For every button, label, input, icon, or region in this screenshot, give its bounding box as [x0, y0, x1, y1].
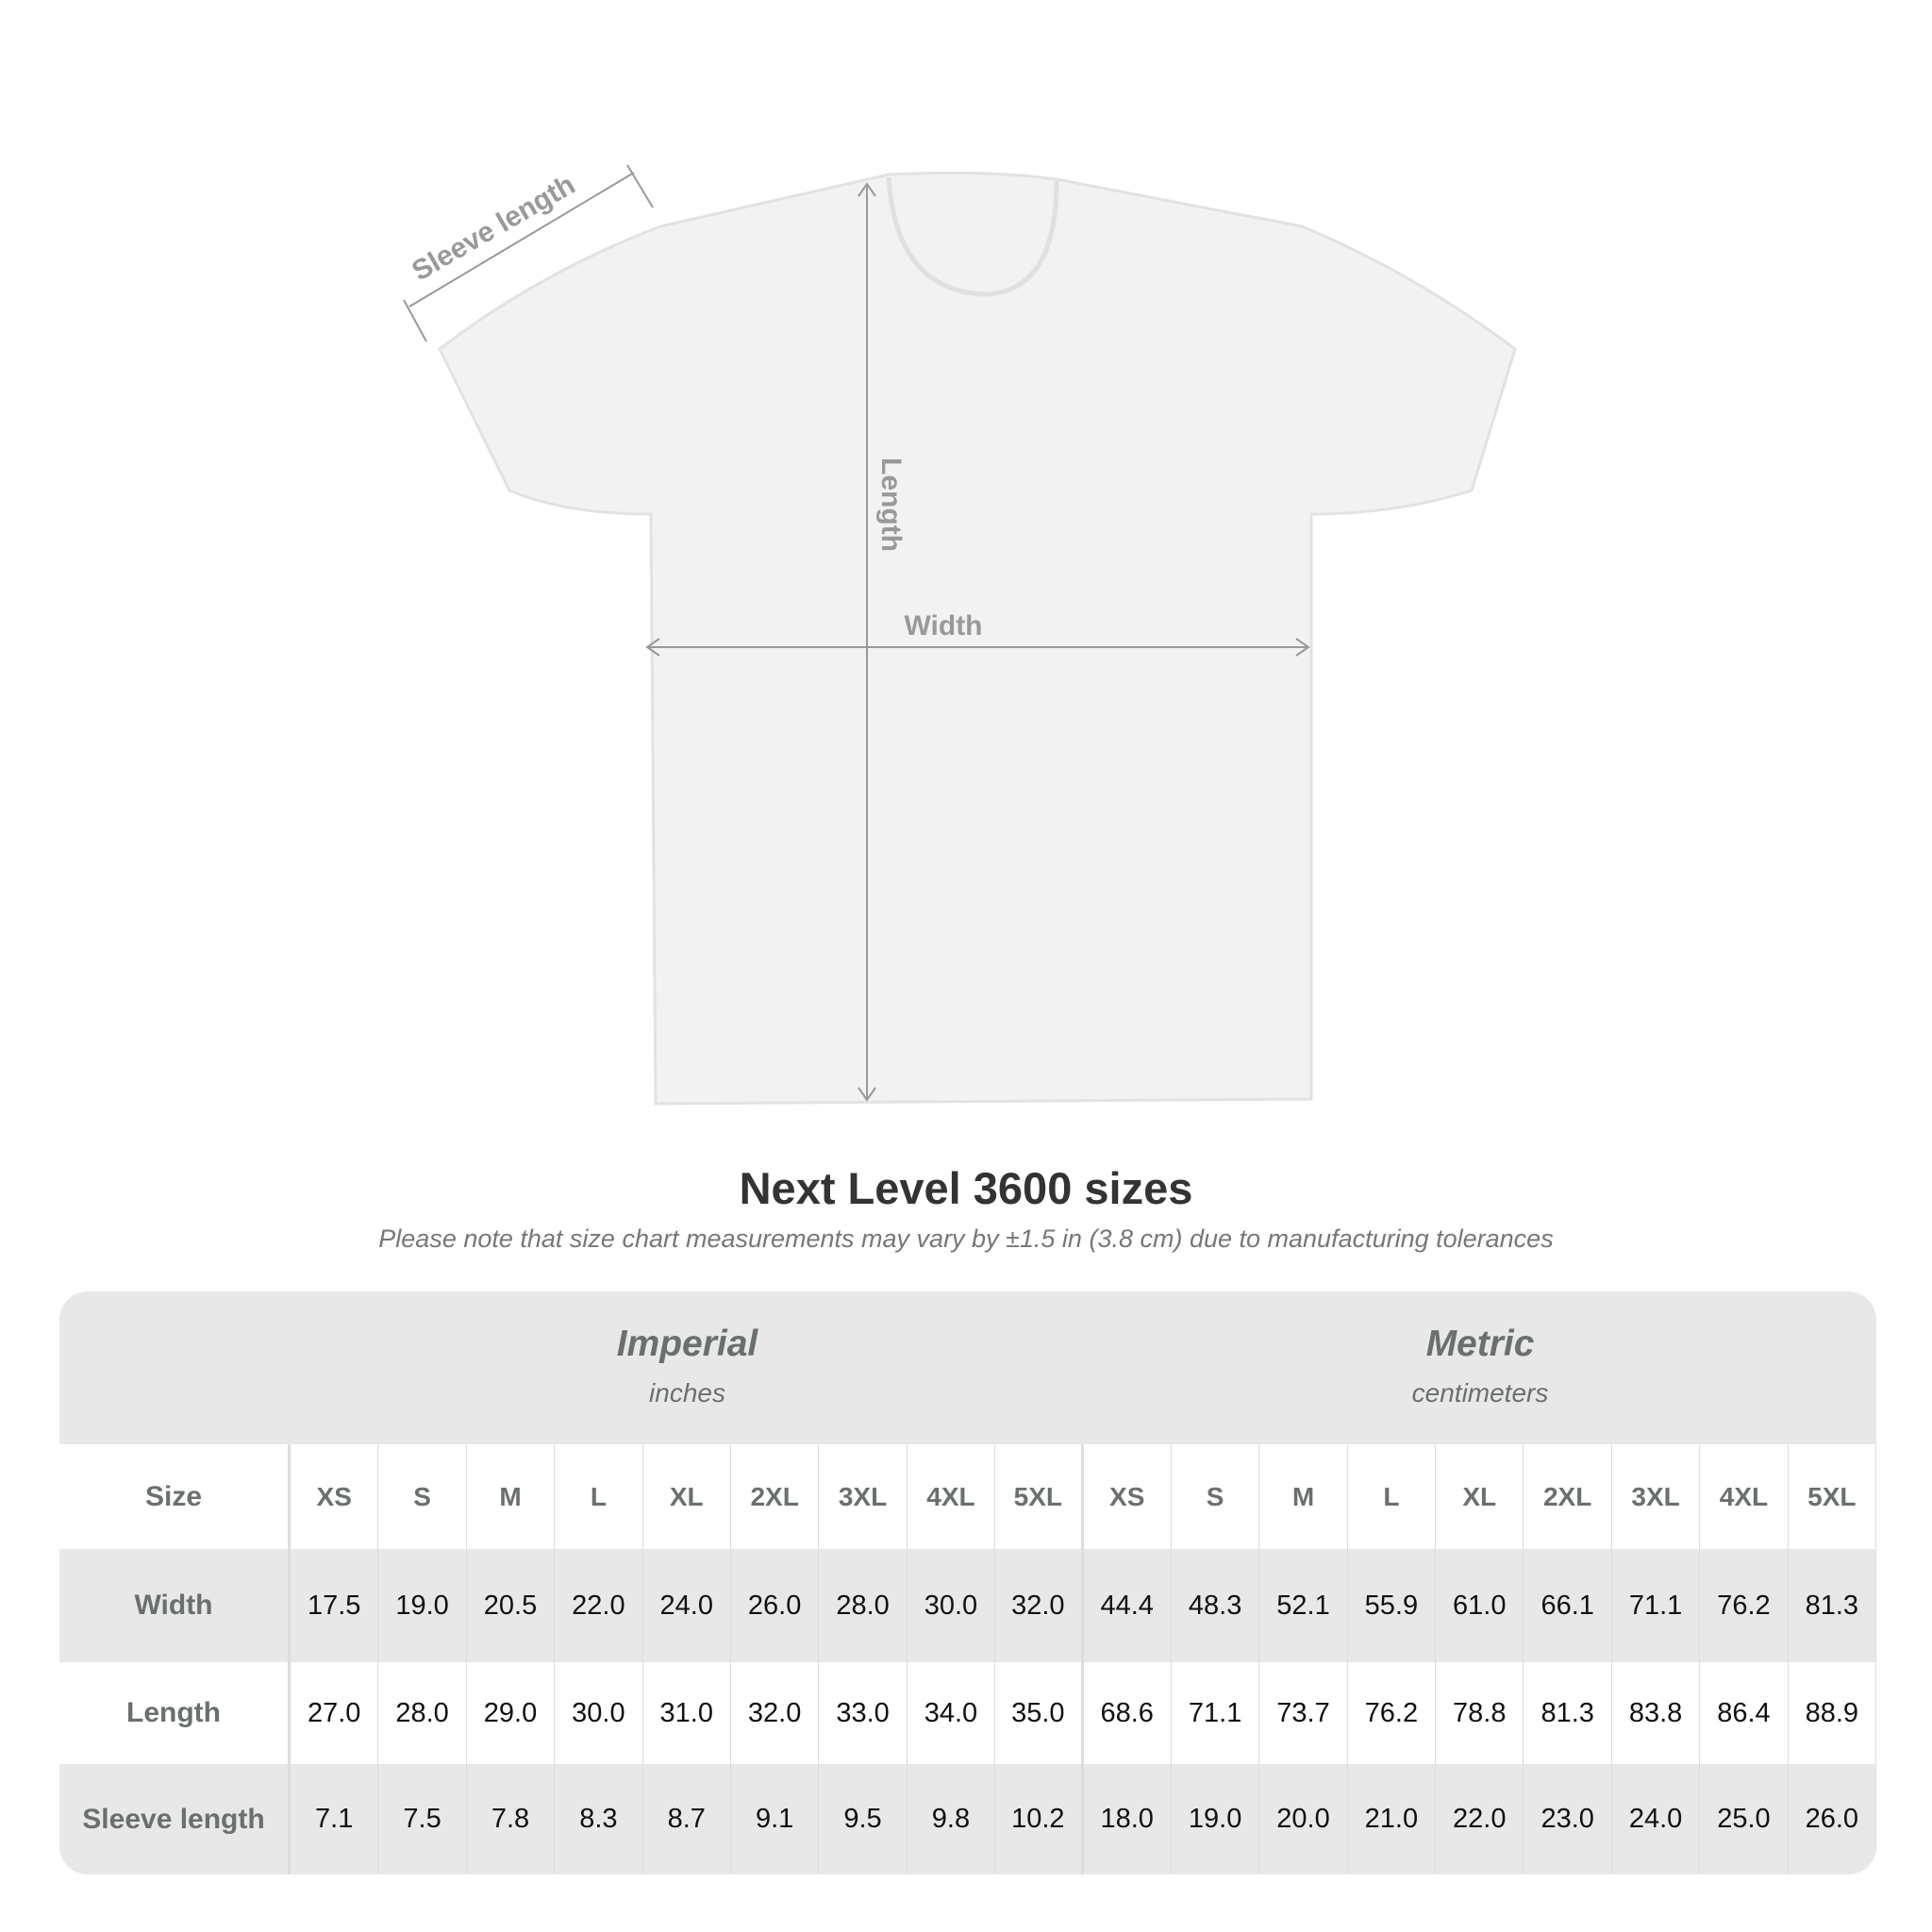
- value-cell: 9.1: [731, 1764, 820, 1874]
- value-cell: 19.0: [378, 1549, 467, 1662]
- width-label: Width: [904, 610, 982, 641]
- value-cell: 32.0: [731, 1662, 820, 1764]
- size-header-cell: 3XL: [1612, 1444, 1701, 1549]
- size-header-cell: 2XL: [731, 1444, 820, 1549]
- value-cell: 31.0: [643, 1662, 731, 1764]
- value-cell: 21.0: [1348, 1764, 1437, 1874]
- page-title: Next Level 3600 sizes: [739, 1163, 1193, 1213]
- value-cell: 19.0: [1172, 1764, 1260, 1874]
- size-header-cell: S: [1172, 1444, 1260, 1549]
- sleeve-length-label: Sleeve length: [407, 169, 580, 287]
- table-row: Sleeve length 7.1 7.5 7.8 8.3 8.7 9.1 9.5 9.8 10.…: [59, 1764, 1876, 1874]
- size-header-cell: L: [1348, 1444, 1437, 1549]
- size-header-cell: XS: [291, 1444, 379, 1549]
- value-cell: 24.0: [1612, 1764, 1701, 1874]
- value-cell: 68.6: [1084, 1662, 1172, 1764]
- value-cell: 9.5: [819, 1764, 908, 1874]
- value-cell: 26.0: [731, 1549, 820, 1662]
- size-header-cell: M: [1259, 1444, 1348, 1549]
- size-header-cell: XS: [1084, 1444, 1172, 1549]
- value-cell: 18.0: [1084, 1764, 1172, 1874]
- value-cell: 34.0: [908, 1662, 996, 1764]
- table-row: Length 27.0 28.0 29.0 30.0 31.0 32.0 33.0 34.0 35…: [59, 1662, 1876, 1764]
- value-cell: 83.8: [1612, 1662, 1701, 1764]
- size-header-cell: XL: [643, 1444, 731, 1549]
- value-cell: 76.2: [1700, 1549, 1789, 1662]
- value-cell: 52.1: [1259, 1549, 1348, 1662]
- value-cell: 22.0: [1436, 1764, 1524, 1874]
- sleeve-arrow: [408, 172, 635, 308]
- value-cell: 32.0: [995, 1549, 1084, 1662]
- tolerance-note: Please note that size chart measurements…: [378, 1224, 1554, 1253]
- value-cell: 78.8: [1436, 1662, 1524, 1764]
- value-cell: 81.3: [1524, 1662, 1612, 1764]
- value-cell: 88.9: [1789, 1662, 1876, 1764]
- value-cell: 10.2: [995, 1764, 1084, 1874]
- size-header-cell: 4XL: [908, 1444, 996, 1549]
- value-cell: 71.1: [1612, 1549, 1701, 1662]
- row-label: Width: [59, 1549, 291, 1662]
- value-cell: 26.0: [1789, 1764, 1876, 1874]
- value-cell: 25.0: [1700, 1764, 1789, 1874]
- value-cell: 35.0: [995, 1662, 1084, 1764]
- value-cell: 71.1: [1172, 1662, 1260, 1764]
- value-cell: 8.3: [555, 1764, 643, 1874]
- value-cell: 33.0: [819, 1662, 908, 1764]
- size-header-cell: 5XL: [995, 1444, 1084, 1549]
- value-cell: 48.3: [1172, 1549, 1260, 1662]
- value-cell: 7.5: [378, 1764, 467, 1874]
- value-cell: 9.8: [908, 1764, 996, 1874]
- value-cell: 73.7: [1259, 1662, 1348, 1764]
- metric-unit: centimeters: [1411, 1378, 1549, 1407]
- metric-title: Metric: [1425, 1324, 1535, 1364]
- tshirt-shape: [438, 171, 1517, 1106]
- size-header-cell: S: [378, 1444, 467, 1549]
- size-header-cell: M: [467, 1444, 556, 1549]
- value-cell: 30.0: [908, 1549, 996, 1662]
- value-cell: 23.0: [1524, 1764, 1612, 1874]
- value-cell: 61.0: [1436, 1549, 1524, 1662]
- value-cell: 27.0: [291, 1662, 379, 1764]
- value-cell: 29.0: [467, 1662, 556, 1764]
- row-label: Size: [59, 1444, 291, 1549]
- tshirt-diagram: Length Width Sleeve length: [403, 164, 1517, 1106]
- tshirt-collar: [886, 176, 1059, 297]
- imperial-header: Imperial inches: [291, 1291, 1084, 1444]
- value-cell: 24.0: [643, 1549, 731, 1662]
- size-table: Imperial inches Metric centimeters Size X…: [59, 1291, 1876, 1874]
- value-cell: 22.0: [555, 1549, 643, 1662]
- value-cell: 8.7: [643, 1764, 731, 1874]
- table-row: Width 17.5 19.0 20.5 22.0 24.0 26.0 28.0 30.0 32.…: [59, 1549, 1876, 1662]
- value-cell: 20.5: [467, 1549, 556, 1662]
- value-cell: 55.9: [1348, 1549, 1437, 1662]
- size-header-row: Size XS S M L XL 2XL 3XL 4XL 5XL XS S M L XL 2XL 3XL 4XL 5…: [59, 1444, 1876, 1549]
- value-cell: 7.8: [467, 1764, 556, 1874]
- size-header-cell: XL: [1436, 1444, 1524, 1549]
- size-header-cell: 3XL: [819, 1444, 908, 1549]
- size-header-cell: 4XL: [1700, 1444, 1789, 1549]
- value-cell: 81.3: [1789, 1549, 1876, 1662]
- value-cell: 44.4: [1084, 1549, 1172, 1662]
- value-cell: 30.0: [555, 1662, 643, 1764]
- value-cell: 76.2: [1348, 1662, 1437, 1764]
- size-header-cell: 5XL: [1789, 1444, 1876, 1549]
- value-cell: 20.0: [1259, 1764, 1348, 1874]
- value-cell: 66.1: [1524, 1549, 1612, 1662]
- value-cell: 28.0: [819, 1549, 908, 1662]
- size-header-cell: L: [555, 1444, 643, 1549]
- value-cell: 86.4: [1700, 1662, 1789, 1764]
- length-label: Length: [875, 458, 907, 552]
- value-cell: 28.0: [378, 1662, 467, 1764]
- value-cell: 7.1: [291, 1764, 379, 1874]
- size-header-cell: 2XL: [1524, 1444, 1612, 1549]
- row-label: Sleeve length: [59, 1764, 291, 1874]
- imperial-unit: inches: [649, 1378, 725, 1407]
- metric-header: Metric centimeters: [1084, 1291, 1876, 1444]
- imperial-title: Imperial: [616, 1324, 758, 1364]
- row-label: Length: [59, 1662, 291, 1764]
- value-cell: 17.5: [291, 1549, 379, 1662]
